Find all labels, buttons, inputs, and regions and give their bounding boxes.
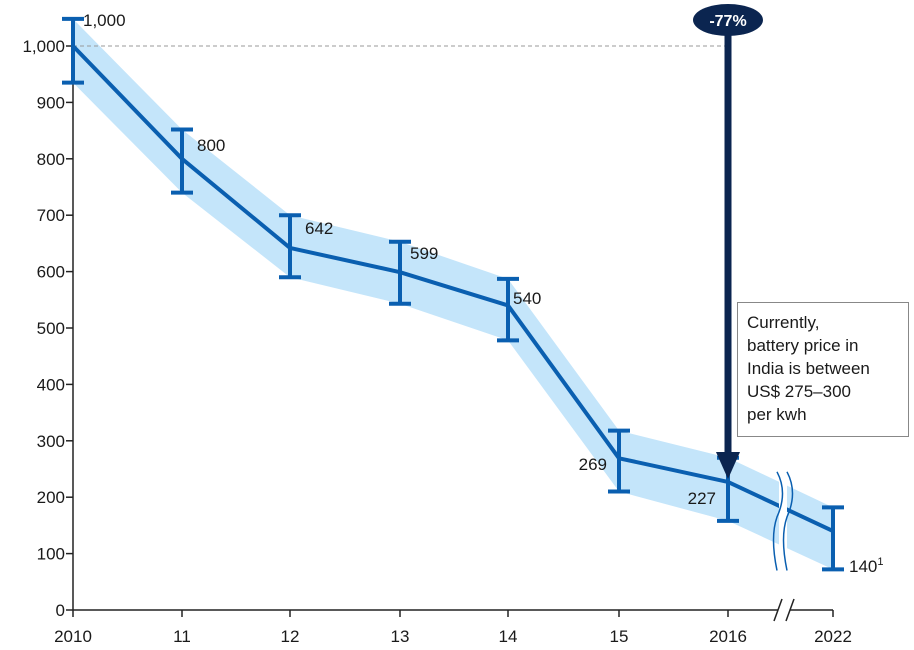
- y-tick-label: 1,000: [22, 37, 65, 56]
- change-badge: [693, 4, 763, 36]
- x-axis-break-mark: [785, 598, 795, 622]
- annotation-line: battery price in: [747, 336, 859, 355]
- annotation-box: Currently, battery price in India is bet…: [737, 302, 909, 437]
- x-tick-label: 2022: [814, 627, 852, 646]
- y-tick-label: 200: [37, 488, 65, 507]
- data-label: 642: [305, 219, 333, 238]
- data-label: 1,000: [83, 11, 126, 30]
- series-break-mark: [782, 471, 794, 571]
- y-tick-label: 0: [56, 601, 65, 620]
- series-break-mark: [772, 471, 784, 571]
- x-tick-label: 13: [391, 627, 410, 646]
- data-label: 1401: [849, 556, 884, 576]
- y-tick-label: 700: [37, 206, 65, 225]
- error-band: [73, 18, 833, 570]
- x-tick-label: 2010: [54, 627, 92, 646]
- data-label: 540: [513, 289, 541, 308]
- x-tick-label: 11: [173, 627, 191, 646]
- data-label: 599: [410, 244, 438, 263]
- series-line: [71, 44, 834, 533]
- series-break-gap: [779, 471, 787, 571]
- change-arrow-head: [716, 451, 740, 479]
- x-axis-break-mark: [773, 598, 783, 622]
- x-tick-label: 2016: [709, 627, 747, 646]
- y-tick-label: 600: [37, 263, 65, 282]
- y-tick-label: 800: [37, 150, 65, 169]
- annotation-line: per kwh: [747, 405, 807, 424]
- y-tick-label: 400: [37, 375, 65, 394]
- data-label: 227: [688, 489, 716, 508]
- y-tick-label: 500: [37, 319, 65, 338]
- change-badge-label: -77%: [709, 13, 746, 30]
- annotation-line: India is between: [747, 359, 870, 378]
- annotation-line: US$ 275–300: [747, 382, 851, 401]
- annotation-line: Currently,: [747, 313, 820, 332]
- footnote-marker: 1: [877, 556, 883, 568]
- x-tick-label: 12: [281, 627, 300, 646]
- x-tick-label: 15: [610, 627, 629, 646]
- data-label: 269: [579, 455, 607, 474]
- data-label: 800: [197, 136, 225, 155]
- y-tick-label: 300: [37, 432, 65, 451]
- x-tick-label: 14: [499, 627, 518, 646]
- y-tick-label: 100: [37, 545, 65, 564]
- y-tick-label: 900: [37, 93, 65, 112]
